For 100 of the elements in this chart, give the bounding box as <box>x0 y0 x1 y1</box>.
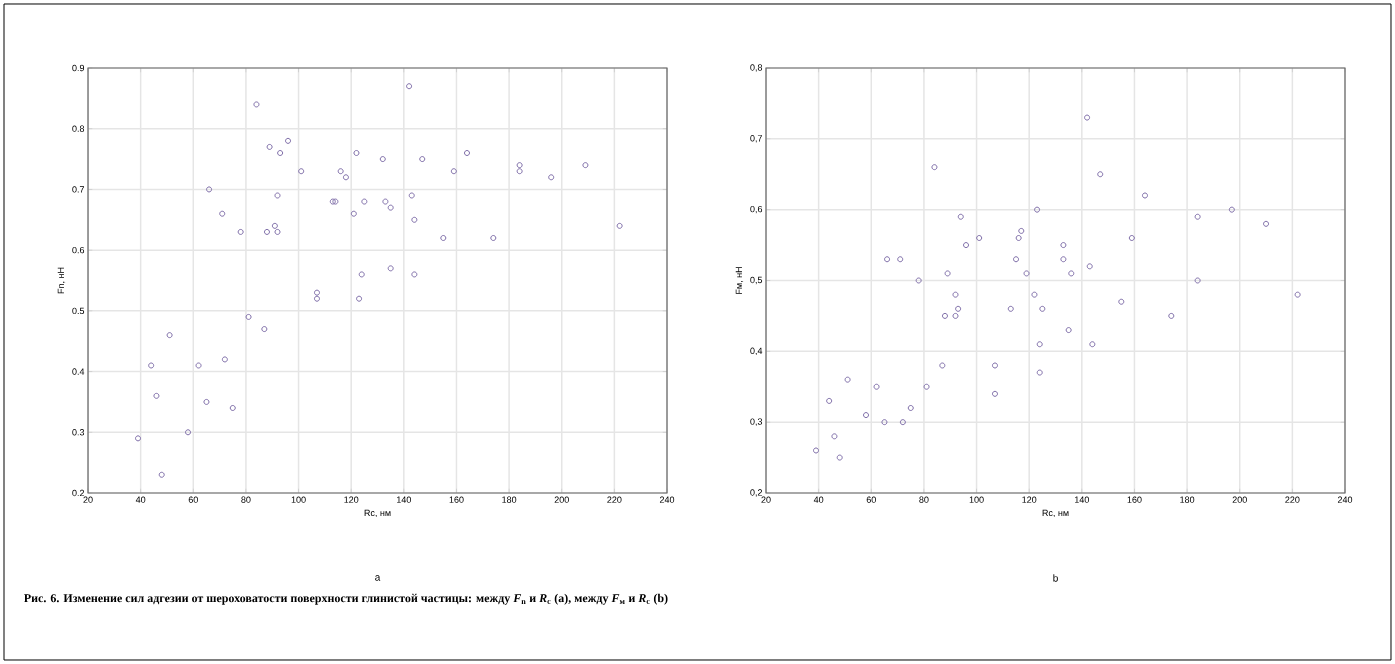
y-tick-label: 0.2 <box>72 489 85 497</box>
x-tick-label: 240 <box>659 496 675 503</box>
point <box>1168 312 1175 319</box>
point <box>237 228 244 235</box>
x-tick-label: 180 <box>1180 496 1195 503</box>
point <box>582 162 589 169</box>
point <box>463 150 470 156</box>
x-tick-label: 40 <box>813 496 824 503</box>
point <box>387 265 394 272</box>
y-axis-title: Fм, нН <box>735 267 744 294</box>
point <box>195 362 202 369</box>
point <box>277 150 284 156</box>
point <box>1097 171 1104 178</box>
point <box>271 222 278 229</box>
point <box>931 164 938 171</box>
point <box>356 295 363 302</box>
point <box>955 305 962 312</box>
point <box>408 192 415 199</box>
x-tick-label: 60 <box>866 496 876 503</box>
point <box>863 412 870 419</box>
x-tick-label: 200 <box>554 496 569 503</box>
point <box>952 291 959 298</box>
point <box>353 150 360 156</box>
point <box>1141 192 1148 199</box>
x-tick-label: 140 <box>1075 496 1089 503</box>
x-tick-label: 20 <box>761 496 771 503</box>
point <box>1228 206 1235 213</box>
point <box>1060 242 1067 249</box>
point <box>923 383 930 390</box>
point <box>1013 256 1020 263</box>
x-tick-label: 220 <box>1285 496 1300 503</box>
point <box>490 235 497 241</box>
point <box>1023 270 1030 277</box>
x-axis-title: Rc, нм <box>364 509 391 518</box>
point <box>450 168 457 175</box>
point <box>411 216 418 223</box>
point <box>135 435 142 442</box>
point <box>1194 277 1201 284</box>
point <box>1007 305 1014 312</box>
point <box>939 362 946 369</box>
point <box>844 376 851 383</box>
text: a <box>375 575 381 581</box>
point <box>298 168 305 175</box>
point <box>516 162 523 169</box>
point <box>342 174 349 181</box>
point <box>881 419 888 426</box>
point <box>406 83 413 90</box>
point <box>1118 298 1125 305</box>
point <box>419 156 426 163</box>
text: Рис. 6. Изменение сил адгезии от шероховатости поверхности глинистой частицы: между F$_{n}$ и R$_{c}$ (a), между F$_{м}$ и R$_{c}$ (b) <box>24 593 668 605</box>
point <box>1089 341 1096 348</box>
point <box>915 277 922 284</box>
point <box>1263 220 1270 227</box>
point <box>1294 291 1301 298</box>
point <box>350 210 357 217</box>
point <box>274 192 281 199</box>
y-tick-label: 0,6 <box>750 205 763 214</box>
x-axis-title: Rc, нм <box>1042 509 1069 518</box>
point <box>337 168 344 175</box>
point <box>148 362 155 369</box>
point <box>253 101 260 108</box>
x-tick-label: 60 <box>188 496 198 503</box>
point <box>313 295 320 302</box>
point <box>826 397 833 404</box>
point <box>361 198 368 205</box>
x-tick-label: 220 <box>607 496 622 503</box>
point <box>285 137 292 144</box>
y-tick-label: 0,5 <box>750 276 763 285</box>
point <box>411 271 418 278</box>
x-tick-label: 80 <box>919 496 929 503</box>
point <box>1068 270 1075 277</box>
point <box>166 332 173 339</box>
y-tick-label: 0.3 <box>72 429 85 436</box>
point <box>944 270 951 277</box>
x-tick-label: 160 <box>449 496 464 503</box>
point <box>957 213 964 220</box>
x-tick-label: 180 <box>502 496 517 503</box>
point <box>245 313 252 320</box>
y-tick-label: 0,8 <box>750 64 763 72</box>
x-tick-label: 200 <box>1232 496 1247 503</box>
point <box>221 356 228 363</box>
point <box>952 312 959 319</box>
y-tick-label: 0,3 <box>750 418 763 426</box>
point <box>1060 256 1067 263</box>
y-tick-label: 0.4 <box>72 368 85 375</box>
point <box>332 198 339 205</box>
point <box>1036 369 1043 376</box>
x-tick-label: 120 <box>1022 496 1037 503</box>
point <box>1086 263 1093 270</box>
point <box>261 326 268 333</box>
point <box>387 204 394 211</box>
text: b <box>1053 574 1058 582</box>
point <box>274 228 281 235</box>
point <box>616 222 623 229</box>
point <box>203 398 210 405</box>
point <box>1084 114 1091 121</box>
point <box>266 143 273 150</box>
point <box>229 404 236 411</box>
point <box>379 156 386 163</box>
point <box>185 429 192 436</box>
